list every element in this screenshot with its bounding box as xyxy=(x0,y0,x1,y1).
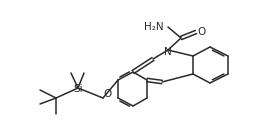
Text: N: N xyxy=(164,47,172,57)
Text: O: O xyxy=(197,27,205,37)
Text: O: O xyxy=(103,89,111,99)
Text: H₂N: H₂N xyxy=(144,22,164,32)
Text: Si: Si xyxy=(73,84,83,94)
